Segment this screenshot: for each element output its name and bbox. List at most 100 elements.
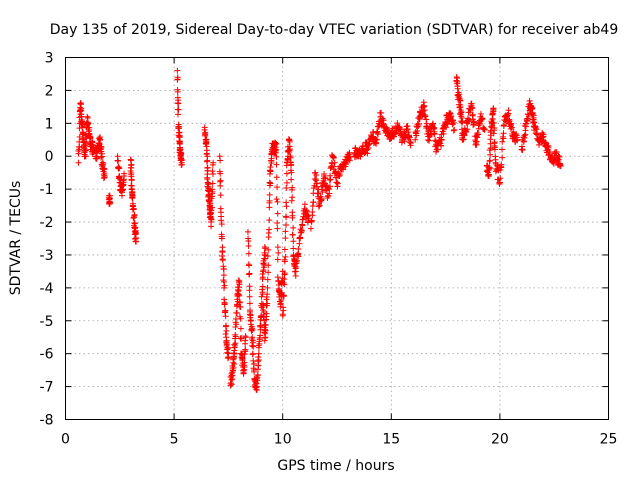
data-point [313, 171, 320, 178]
x-tick-label: 25 [600, 432, 618, 448]
data-point [222, 331, 229, 338]
x-axis-label: GPS time / hours [277, 458, 394, 474]
data-point [487, 145, 494, 152]
data-point [228, 379, 235, 386]
data-point [282, 253, 289, 260]
data-point [79, 135, 86, 142]
data-point [249, 326, 256, 333]
data-point [218, 213, 225, 220]
data-point [133, 238, 140, 245]
data-point [257, 323, 264, 330]
data-point [98, 154, 105, 161]
data-point [414, 124, 421, 131]
data-point [557, 163, 564, 170]
data-point [174, 88, 181, 95]
data-point [259, 283, 266, 290]
data-point [208, 216, 215, 223]
data-point [545, 142, 552, 149]
data-point [129, 193, 136, 200]
data-point [287, 153, 294, 160]
data-point [471, 121, 478, 128]
data-point [267, 163, 274, 170]
data-point [273, 174, 280, 181]
data-point [446, 110, 453, 117]
data-point [249, 350, 256, 357]
data-point [204, 183, 211, 190]
y-tick-label: -3 [40, 248, 54, 264]
data-point [316, 202, 323, 209]
data-point [120, 186, 127, 193]
data-point [432, 137, 439, 144]
data-point [322, 175, 329, 182]
data-point [233, 321, 240, 328]
data-point [203, 158, 210, 165]
data-point [240, 370, 247, 377]
data-point [249, 342, 256, 349]
data-point [547, 148, 554, 155]
data-point [530, 112, 537, 119]
data-point [533, 126, 540, 133]
data-point [265, 262, 272, 269]
data-point [463, 128, 470, 135]
data-point [486, 158, 493, 165]
data-point [245, 250, 252, 257]
data-point [238, 335, 245, 342]
data-point [327, 176, 334, 183]
data-point [178, 159, 185, 166]
data-point [317, 198, 324, 205]
data-point [221, 301, 228, 308]
data-point [529, 109, 536, 116]
data-point [246, 270, 253, 277]
data-point [500, 130, 507, 137]
data-point [268, 157, 275, 164]
x-tick-label: 5 [170, 432, 179, 448]
data-point [255, 356, 262, 363]
data-point [242, 340, 249, 347]
data-point [264, 291, 271, 298]
data-point [421, 113, 428, 120]
data-point [486, 157, 493, 164]
data-point [94, 153, 101, 160]
data-point [500, 135, 507, 142]
data-point [280, 304, 287, 311]
data-point [505, 110, 512, 117]
x-tick-label: 20 [491, 432, 509, 448]
data-point [274, 210, 281, 217]
data-point [266, 199, 273, 206]
data-point [87, 133, 94, 140]
data-point [334, 180, 341, 187]
y-tick-label: 0 [45, 149, 54, 165]
data-point [228, 381, 235, 388]
data-point [476, 120, 483, 127]
data-point [474, 131, 481, 138]
data-point [555, 156, 562, 163]
data-point [282, 213, 289, 220]
data-point [236, 284, 243, 291]
data-point [331, 159, 338, 166]
data-point [203, 136, 210, 143]
data-point [513, 132, 520, 139]
data-point [220, 272, 227, 279]
data-point [128, 161, 135, 168]
data-point [486, 172, 493, 179]
data-point [77, 111, 84, 118]
data-point [290, 238, 297, 245]
data-point [257, 322, 264, 329]
data-point [209, 186, 216, 193]
data-point [245, 235, 252, 242]
data-point [225, 345, 232, 352]
data-point [259, 274, 266, 281]
data-point [557, 162, 564, 169]
data-point [274, 274, 281, 281]
data-point [416, 116, 423, 123]
data-point [438, 137, 445, 144]
data-point [290, 245, 297, 252]
data-point [263, 313, 270, 320]
data-point [420, 108, 427, 115]
data-point [277, 300, 284, 307]
data-point [230, 364, 237, 371]
data-point [481, 126, 488, 133]
data-point [286, 146, 293, 153]
data-point [304, 219, 311, 226]
